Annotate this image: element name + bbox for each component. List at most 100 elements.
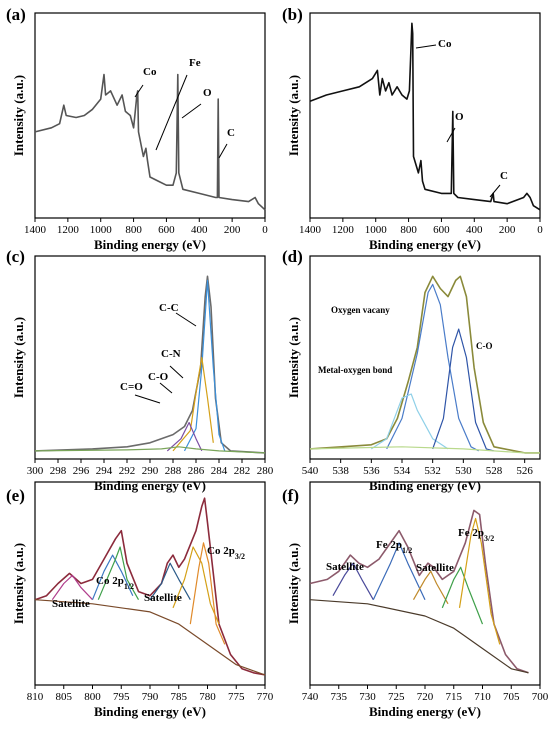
x-tick-label: 298 (50, 465, 67, 477)
x-tick-label: 785 (171, 691, 188, 703)
panel-label: (f) (282, 486, 299, 505)
series-line-3 (372, 542, 426, 600)
series-line-3 (172, 356, 214, 452)
x-axis-label: Binding energy (eV) (369, 237, 481, 252)
series-line-7 (189, 542, 226, 645)
series-line-5 (441, 566, 484, 625)
panel-6: (f) 740 735 730 725 720 715 710 705 700 Binding en… (282, 481, 549, 719)
series-line-2 (183, 279, 226, 452)
x-tick-label: 1000 (90, 224, 113, 236)
annotation-label: C-O (476, 341, 493, 351)
x-tick-label: 1000 (365, 224, 388, 236)
x-tick-label: 400 (191, 224, 208, 236)
annotation-label: O (455, 111, 464, 123)
x-tick-label: 710 (474, 691, 491, 703)
annotation-arrow (218, 143, 228, 159)
annotation-arrow (134, 84, 144, 98)
x-tick-label: 800 (84, 691, 101, 703)
x-tick-label: 286 (188, 465, 205, 477)
panel-1: (a) 1400 1200 1000 800 600 400 200 0 Binding ener… (6, 5, 268, 252)
y-axis-label: Intensity (a.u.) (11, 317, 26, 398)
x-tick-label: 600 (158, 224, 175, 236)
series-line-5 (149, 562, 191, 601)
series-line-5 (309, 446, 540, 454)
x-tick-label: 1200 (57, 224, 80, 236)
x-tick-label: 400 (466, 224, 483, 236)
x-tick-label: 538 (332, 465, 349, 477)
x-tick-label: 800 (400, 224, 417, 236)
annotation-label: C (500, 170, 508, 182)
x-tick-label: 700 (532, 691, 549, 703)
plot-frame (309, 12, 541, 219)
panel-label: (e) (6, 486, 25, 505)
x-tick-label: 780 (199, 691, 216, 703)
x-axis-label: Binding energy (eV) (94, 237, 206, 252)
y-axis-label: Intensity (a.u.) (11, 75, 26, 156)
x-tick-label: 1400 (299, 224, 322, 236)
annotation-label: Fe (189, 57, 201, 69)
annotation-label: C-N (161, 348, 181, 360)
x-tick-label: 300 (27, 465, 44, 477)
panel-label: (d) (282, 247, 303, 266)
panel-label: (a) (6, 5, 26, 24)
annotation-label: C (227, 127, 235, 139)
x-tick-label: 292 (119, 465, 136, 477)
series-line-8 (34, 599, 266, 676)
annotation-arrow (159, 382, 173, 394)
panel-4: (d) 540 538 536 534 532 530 528 526 Binding energ… (282, 247, 541, 493)
panel-label: (b) (282, 5, 303, 24)
series-line-1 (309, 22, 541, 211)
x-tick-label: 730 (359, 691, 376, 703)
y-axis-label: Intensity (a.u.) (286, 75, 301, 156)
series-line-4 (432, 328, 495, 452)
x-tick-label: 1400 (24, 224, 47, 236)
annotation-label: Satellite (144, 592, 182, 604)
series-line-4 (97, 546, 140, 600)
x-tick-label: 200 (224, 224, 241, 236)
plot-frame (309, 255, 541, 460)
plot-frame (34, 12, 266, 219)
x-tick-label: 282 (234, 465, 251, 477)
x-tick-label: 0 (537, 224, 543, 236)
x-tick-label: 532 (424, 465, 441, 477)
x-tick-label: 720 (417, 691, 434, 703)
series-line-2 (51, 574, 93, 601)
x-tick-label: 294 (96, 465, 113, 477)
series-line-1 (34, 497, 266, 676)
annotation-label: Satellite (326, 561, 364, 573)
annotation-label: Co (438, 38, 452, 50)
series-line-1 (309, 275, 540, 454)
annotation-label: C-C (159, 302, 179, 314)
panel-3: (c) 300 298 296 294 292 290 288 286 284 282 280 Bind… (6, 247, 274, 493)
annotation-arrow (169, 365, 184, 379)
annotation-arrow (415, 44, 437, 49)
x-tick-label: 790 (142, 691, 159, 703)
annotation-label: Co 2p1/2 (96, 575, 134, 591)
x-tick-label: 0 (262, 224, 268, 236)
panel-label: (c) (6, 247, 25, 266)
plot-frame (34, 255, 266, 460)
x-tick-label: 290 (142, 465, 159, 477)
series-line-7 (309, 599, 529, 674)
annotation-arrow (446, 127, 456, 143)
annotation-label: C=O (120, 381, 143, 393)
x-tick-label: 795 (113, 691, 130, 703)
x-tick-label: 735 (331, 691, 348, 703)
annotation-arrow (181, 103, 202, 119)
x-tick-label: 528 (486, 465, 503, 477)
x-tick-label: 530 (455, 465, 472, 477)
x-tick-label: 705 (503, 691, 520, 703)
x-axis-label: Binding energy (eV) (94, 478, 206, 493)
series-line-4 (412, 570, 449, 605)
panel-5: (e) 810 805 800 795 790 785 780 775 770 Binding en… (6, 481, 274, 719)
x-tick-label: 200 (499, 224, 516, 236)
annotation-label: C-O (148, 371, 169, 383)
y-axis-label: Intensity (a.u.) (286, 543, 301, 624)
panel-2: (b) 1400 1200 1000 800 600 400 200 0 Binding ener… (282, 5, 543, 252)
x-tick-label: 280 (257, 465, 274, 477)
x-tick-label: 284 (211, 465, 228, 477)
annotation-label: Oxygen vacany (331, 305, 390, 315)
x-tick-label: 725 (388, 691, 405, 703)
series-line-4 (166, 421, 203, 452)
